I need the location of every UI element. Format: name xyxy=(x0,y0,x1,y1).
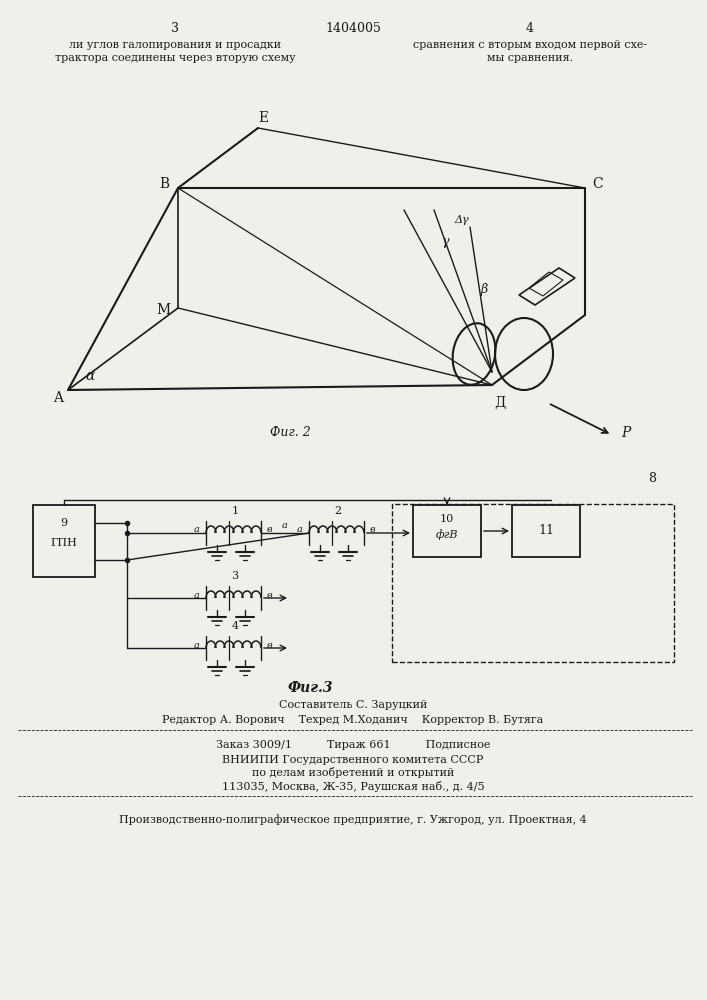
Text: Составитель С. Заруцкий: Составитель С. Заруцкий xyxy=(279,700,427,710)
Text: B: B xyxy=(159,177,169,191)
Bar xyxy=(512,505,580,557)
Text: β: β xyxy=(480,282,488,296)
Text: γ: γ xyxy=(443,235,450,248)
Text: E: E xyxy=(258,111,268,125)
Text: ВНИИПИ Государственного комитета СССР: ВНИИПИ Государственного комитета СССР xyxy=(222,755,484,765)
Text: Фиг.3: Фиг.3 xyxy=(287,681,333,695)
Text: 4: 4 xyxy=(231,621,238,631)
Text: Заказ 3009/1          Тираж 661          Подписное: Заказ 3009/1 Тираж 661 Подписное xyxy=(216,740,490,750)
Text: C: C xyxy=(592,177,603,191)
Text: в: в xyxy=(267,526,271,534)
Text: 8: 8 xyxy=(648,472,656,485)
Text: 4: 4 xyxy=(526,21,534,34)
Text: мы сравнения.: мы сравнения. xyxy=(487,53,573,63)
Text: α: α xyxy=(86,369,95,383)
Text: а: а xyxy=(194,641,200,650)
Text: а: а xyxy=(194,526,200,534)
Text: ГПН: ГПН xyxy=(51,538,78,548)
Text: сравнения с вторым входом первой схе-: сравнения с вторым входом первой схе- xyxy=(413,40,647,50)
Text: Редактор А. Ворович    Техред М.Ходанич    Корректор В. Бутяга: Редактор А. Ворович Техред М.Ходанич Кор… xyxy=(163,715,544,725)
Text: по делам изобретений и открытий: по делам изобретений и открытий xyxy=(252,768,454,778)
Text: 11: 11 xyxy=(538,524,554,538)
Text: 1: 1 xyxy=(231,506,238,516)
Text: Производственно-полиграфическое предприятие, г. Ужгород, ул. Проектная, 4: Производственно-полиграфическое предприя… xyxy=(119,815,587,825)
Bar xyxy=(33,505,95,577)
Text: 2: 2 xyxy=(334,506,341,516)
Text: а: а xyxy=(194,590,200,599)
Text: а: а xyxy=(297,526,303,534)
Text: 3: 3 xyxy=(231,571,238,581)
Text: 3: 3 xyxy=(171,21,179,34)
Text: Д: Д xyxy=(494,396,506,410)
Text: M: M xyxy=(156,303,170,317)
Text: 10: 10 xyxy=(440,514,454,524)
Text: A: A xyxy=(53,391,63,405)
Bar xyxy=(392,504,674,662)
Text: а: а xyxy=(282,520,288,530)
Text: P: P xyxy=(621,426,631,440)
Text: в: в xyxy=(267,590,271,599)
Text: в: в xyxy=(369,526,375,534)
Text: 9: 9 xyxy=(60,518,68,528)
Text: ли углов галопирования и просадки: ли углов галопирования и просадки xyxy=(69,40,281,50)
Bar xyxy=(413,505,481,557)
Text: Δγ: Δγ xyxy=(455,215,469,225)
Text: фгВ: фгВ xyxy=(436,530,458,540)
Text: Фиг. 2: Фиг. 2 xyxy=(269,426,310,438)
Text: 113035, Москва, Ж-35, Раушская наб., д. 4/5: 113035, Москва, Ж-35, Раушская наб., д. … xyxy=(222,780,484,792)
Text: трактора соединены через вторую схему: трактора соединены через вторую схему xyxy=(54,53,296,63)
Text: 1404005: 1404005 xyxy=(325,21,381,34)
Text: в: в xyxy=(267,641,271,650)
